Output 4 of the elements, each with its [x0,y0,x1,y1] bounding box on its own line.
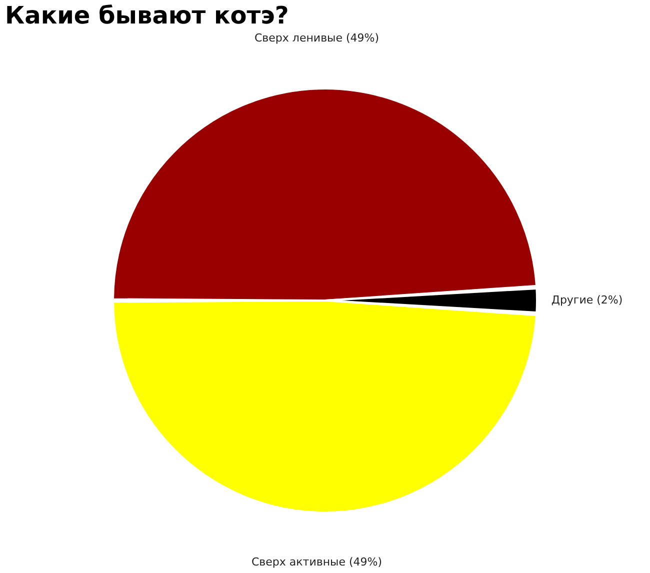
chart-title: Какие бывают котэ? [5,2,289,30]
slice-label: Сверх активные (49%) [252,555,382,568]
slice-label: Другие (2%) [551,294,623,306]
slice-label: Сверх ленивые (49%) [254,32,380,45]
